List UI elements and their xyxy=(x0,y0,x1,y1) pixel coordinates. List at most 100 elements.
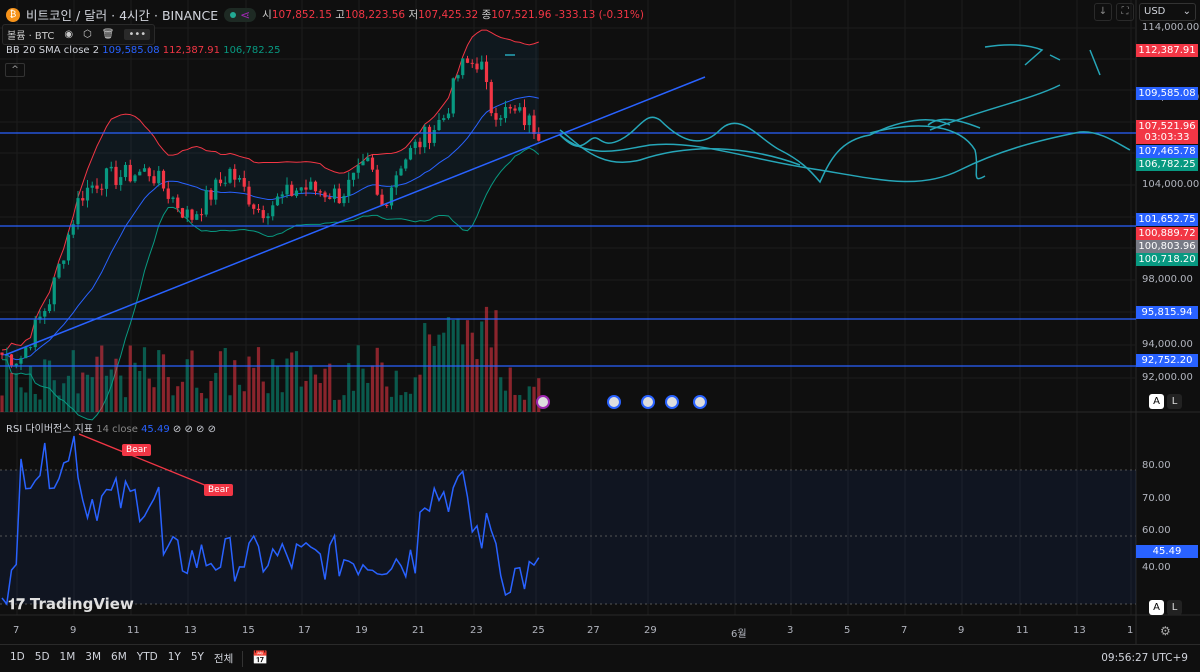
price-axis-label: 98,000.00 xyxy=(1142,274,1193,285)
volume-bar xyxy=(347,363,351,412)
time-axis-label: 3 xyxy=(787,625,794,636)
candle-body xyxy=(71,224,75,235)
volume-legend[interactable]: 볼륨 · BTC ◉ ⬡ 🗑 ••• xyxy=(2,24,156,45)
volume-bar xyxy=(337,399,341,412)
volume-bar xyxy=(489,347,493,412)
auto-scale-button-rsi[interactable]: A xyxy=(1149,600,1164,615)
volume-bar xyxy=(385,386,389,412)
range-button-YTD[interactable]: YTD xyxy=(136,651,158,663)
volume-bar xyxy=(5,354,9,412)
tradingview-logo[interactable]: 𝟏𝟕 TradingView xyxy=(8,595,134,613)
price-tag: 107,521.96 xyxy=(1136,120,1198,133)
candle-body xyxy=(114,166,118,186)
volume-bar xyxy=(418,374,422,412)
volume-bar xyxy=(176,386,180,412)
range-button-1Y[interactable]: 1Y xyxy=(167,651,181,663)
time-axis-label: 9 xyxy=(958,625,965,636)
candle-body xyxy=(508,107,512,109)
volume-bar xyxy=(537,378,541,412)
volume-bar xyxy=(24,392,28,412)
symbol-title[interactable]: 비트코인 / 달러 · 4시간 · BINANCE xyxy=(26,8,219,23)
time-axis-label: 11 xyxy=(1016,625,1029,636)
volume-bar xyxy=(342,395,346,412)
freehand-drawing xyxy=(869,125,986,180)
candle-body xyxy=(356,165,360,173)
candle-body xyxy=(323,192,327,198)
candle-body xyxy=(14,363,18,366)
clock[interactable]: 09:56:27 UTC+9 xyxy=(1101,652,1188,664)
range-button-5D[interactable]: 5D xyxy=(34,651,50,663)
volume-bar xyxy=(152,387,156,412)
goto-date-icon[interactable]: 📅 xyxy=(252,651,269,666)
rsi-value-tag: 45.49 xyxy=(1136,545,1198,558)
candle-body xyxy=(385,204,389,206)
range-button-3M[interactable]: 3M xyxy=(85,651,102,663)
volume-bar xyxy=(247,356,251,412)
volume-bar xyxy=(204,398,208,412)
range-button-6M[interactable]: 6M xyxy=(111,651,127,663)
candle-body xyxy=(52,277,56,305)
candle-body xyxy=(503,107,508,119)
price-tag: 92,752.20 xyxy=(1136,354,1198,367)
settings-icon[interactable]: ⬡ xyxy=(83,29,92,40)
candle-body xyxy=(228,168,232,183)
bb-lower-band xyxy=(1,147,540,421)
candle-body xyxy=(38,316,42,320)
candle-body xyxy=(347,179,351,196)
more-button[interactable]: ••• xyxy=(124,29,151,40)
collapse-legend-button[interactable]: ^ xyxy=(5,63,25,77)
candle-body xyxy=(318,191,322,193)
volume-bar xyxy=(499,377,503,412)
candle-body xyxy=(242,178,246,187)
bb-legend[interactable]: BB 20 SMA close 2 109,585.08 112,387.91 … xyxy=(6,45,281,56)
trend-line xyxy=(4,76,706,356)
candle-body xyxy=(237,178,242,180)
candle-body xyxy=(442,118,446,120)
candle-body xyxy=(28,347,33,349)
market-status[interactable]: ⋖ xyxy=(224,7,257,22)
range-button-전체[interactable]: 전체 xyxy=(213,653,234,665)
volume-bar xyxy=(104,375,109,412)
trash-icon[interactable]: 🗑 xyxy=(101,29,115,40)
time-axis-label: 27 xyxy=(587,625,600,636)
us-flag-event-icon xyxy=(693,395,707,409)
bb-fill xyxy=(2,30,539,420)
time-axis-label: 13 xyxy=(1073,625,1086,636)
time-axis-label: 21 xyxy=(412,625,425,636)
volume-bar xyxy=(119,375,123,412)
price-tag: 101,652.75 xyxy=(1136,213,1198,226)
candle-body xyxy=(85,187,90,201)
candle-body xyxy=(109,166,113,169)
range-button-1M[interactable]: 1M xyxy=(59,651,76,663)
volume-bar xyxy=(271,359,275,412)
volume-bar xyxy=(399,395,403,412)
currency-select[interactable]: USD ⌄ xyxy=(1139,3,1196,21)
auto-scale-button[interactable]: A xyxy=(1149,394,1164,409)
candle-body xyxy=(233,168,237,180)
candle-body xyxy=(470,62,474,64)
candle-body xyxy=(518,107,522,111)
range-button-1D[interactable]: 1D xyxy=(10,651,25,663)
candle-body xyxy=(223,182,227,184)
time-axis-label: 6월 xyxy=(731,629,747,640)
price-axis-label: 114,000.00 xyxy=(1142,22,1200,33)
volume-bar xyxy=(90,377,94,412)
volume-bar xyxy=(256,347,261,412)
price-tag: 112,387.91 xyxy=(1136,44,1198,57)
volume-bar xyxy=(356,345,360,412)
freehand-drawing xyxy=(927,118,981,129)
eye-icon[interactable]: ◉ xyxy=(64,29,74,40)
candle-body xyxy=(47,304,52,312)
candle-body xyxy=(423,126,427,148)
fullscreen-icon[interactable]: ⛶ xyxy=(1116,3,1134,21)
axis-settings-icon[interactable]: ⚙ xyxy=(1160,624,1171,638)
download-icon[interactable]: ↓ xyxy=(1094,3,1112,21)
volume-bar xyxy=(394,370,398,412)
volume-bar xyxy=(404,392,408,412)
candle-body xyxy=(404,159,408,169)
range-button-5Y[interactable]: 5Y xyxy=(190,651,204,663)
rsi-legend[interactable]: RSI 다이버전스 지표 14 close 45.49 ⊘ ⊘ ⊘ ⊘ xyxy=(6,424,216,435)
log-scale-button[interactable]: L xyxy=(1167,394,1182,409)
log-scale-button-rsi[interactable]: L xyxy=(1167,600,1182,615)
